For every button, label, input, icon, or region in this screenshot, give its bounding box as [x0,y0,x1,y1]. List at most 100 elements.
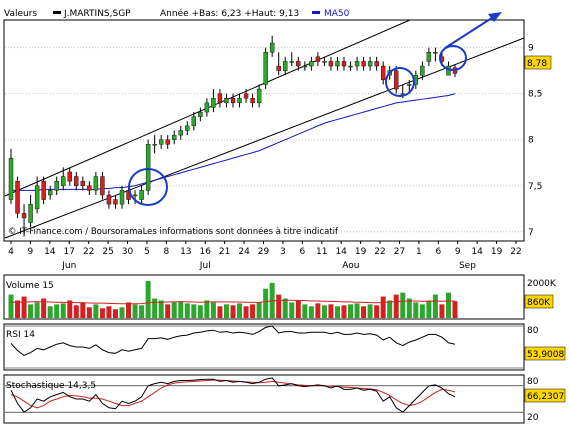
volume-bar [67,300,73,318]
volume-bar [152,298,158,318]
volume-value-box [524,294,554,309]
candle-up [224,98,229,104]
date-tick-label: 30 [122,247,134,257]
volume-bar [54,304,60,318]
rsi-panel-frame [3,323,525,371]
candle-down [394,70,399,90]
candles-group [8,35,458,237]
stoch-panel-frame [3,374,525,424]
candle-down [87,185,92,191]
candle-up [426,52,432,62]
date-tick-label: 14 [335,247,347,257]
volume-bar [126,302,132,318]
volume-bar [250,304,256,318]
candle-down [15,180,20,214]
volume-bar [439,304,445,318]
candle-down [100,176,105,196]
candle-up [283,61,288,71]
ma-legend-swatch [312,11,320,14]
current-price-box [524,55,552,70]
volume-bar [237,303,243,318]
volume-bar [263,288,269,318]
month-label: Jun [61,261,76,271]
volume-bar [387,300,393,318]
series-name-label: J.MARTINS,SGP [63,9,131,19]
candle-down [21,213,27,219]
date-tick-label: 4 [8,247,14,257]
volume-bar [60,303,66,318]
volume-bar [112,309,118,318]
candle-up [367,61,373,67]
candle-up [256,88,262,104]
volume-bar [452,301,458,318]
volume-bar [380,296,386,318]
volume-bar [374,305,380,318]
date-tick-label: 5 [144,247,150,257]
date-tick-label: 24 [238,247,250,257]
candle-down [74,176,79,186]
date-tick-label: 19 [355,247,367,257]
volume-bar [334,306,340,318]
ma50-line [11,93,456,191]
rsi-value: 53,9008 [527,350,564,360]
date-axis: 4 9 14 17 22 25 30 5 8 13 16 21 24 29 3 6 11 14 19 22 27 1 6 9 1… [8,241,522,257]
volume-bar [256,302,262,318]
candle-up [269,42,275,53]
candle-down [243,93,249,99]
candle-up [93,176,99,191]
volume-bar [289,302,295,318]
rsi-line [10,325,456,356]
volume-bar [426,300,432,318]
ma50-legend-label: MA50 [324,9,350,19]
candle-up [28,203,33,223]
month-label: Jul [199,261,211,271]
candle-down [67,171,72,182]
candle-down [315,56,321,62]
candle-up [47,190,53,196]
stoch-value: 66,2307 [527,392,564,402]
volume-bar [204,300,210,318]
support-circle-august-icon [385,67,415,97]
volume-bar [393,294,399,318]
price-tick-label: 8 [528,136,534,146]
series-legend-swatch [53,11,61,14]
candle-up [309,61,314,67]
volume-bar [93,304,99,318]
date-tick-label: 22 [374,247,385,257]
volume-bar [400,292,406,318]
volume-bar [106,306,112,318]
date-tick-label: 29 [258,247,270,257]
volume-bar [348,304,354,318]
volume-bars-group [8,280,458,318]
date-tick-label: 19 [491,247,503,257]
candle-down [328,61,334,67]
date-tick-label: 21 [219,247,230,257]
candle-up [354,61,360,67]
volume-bar [445,292,451,318]
volume-bar [80,302,86,318]
candle-up [407,84,412,86]
candle-up [289,61,294,63]
volume-bar [361,306,367,318]
volume-bar [197,305,203,318]
volume-bar [367,304,373,318]
annotations [128,12,502,206]
candle-up [302,65,308,68]
volume-bar [47,306,53,318]
chart-header: Valeurs J.MARTINS,SGP Année +Bas: 6,23 +… [4,8,350,19]
stoch-axis-top: 80 [527,377,539,387]
volume-bar [308,306,314,318]
volume-bar [413,302,419,318]
volume-bar [276,294,282,318]
date-tick-label: 6 [435,247,441,257]
volume-bar [341,305,347,318]
candle-down [165,139,170,145]
date-tick-label: 17 [64,247,75,257]
volume-bar [295,300,301,318]
volume-bar [432,294,438,318]
price-grid [5,47,523,233]
candle-up [139,190,144,200]
candle-down [217,93,223,104]
